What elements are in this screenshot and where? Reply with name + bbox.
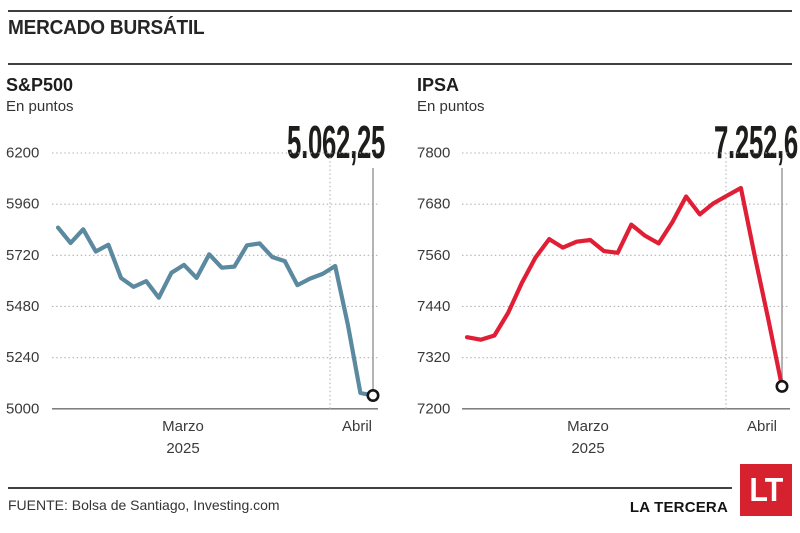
sp500-chart-title: S&P500 [6,75,74,95]
logo-text: LT [749,471,783,508]
y-tick-label: 5480 [6,298,39,315]
page-title: MERCADO BURSÁTIL [8,17,205,39]
y-tick-label: 7320 [417,349,450,366]
brand-name: LA TERCERA [629,499,728,516]
ipsa-chart-subtitle: En puntos [417,98,485,115]
ipsa-xaxis-year-label: 2025 [571,440,605,457]
end-point-marker [775,379,789,393]
la-tercera-logo: LT [740,464,792,516]
sp500-plot: 6200 5960 5720 5480 5240 5000 [6,145,380,417]
series-line [55,225,376,398]
top-rule [8,10,792,12]
sp500-chart-subtitle: En puntos [6,98,74,115]
ipsa-xaxis-month-label: Marzo [567,418,609,435]
sp500-xaxis-year-label: 2025 [166,440,200,457]
ipsa-xaxis-april-label: Abril [746,418,778,435]
sp500-chart-panel: S&P500 En puntos 5.062,25 6200 5960 5720 54… [0,70,398,470]
y-tick-label: 7440 [417,298,450,315]
ipsa-chart-title: IPSA [417,75,460,95]
y-tick-label: 7560 [417,247,450,264]
sp500-latest-value: 5.062,25 [286,116,385,168]
y-tick-label: 5960 [6,196,39,213]
source-credit: FUENTE: Bolsa de Santiago, Investing.com [8,497,280,513]
ipsa-latest-value: 7.252,6 [714,116,798,168]
sp500-xaxis-april-label: Abril [341,418,373,435]
ipsa-plot: 7800 7680 7560 7440 7320 7200 [417,145,790,417]
end-point-marker [366,389,380,403]
series-line [464,185,785,389]
y-tick-label: 7680 [417,196,450,213]
footer-rule [8,487,732,489]
y-tick-label: 5240 [6,349,39,366]
y-tick-label: 7800 [417,145,450,162]
y-tick-label: 5720 [6,247,39,264]
y-tick-label: 6200 [6,145,39,162]
y-tick-label: 5000 [6,400,39,417]
header-rule [8,63,792,65]
sp500-xaxis-month-label: Marzo [162,418,204,435]
ipsa-chart-panel: IPSA En puntos 7.252,6 7800 7680 7560 7440 7… [410,70,800,470]
y-tick-label: 7200 [417,400,450,417]
